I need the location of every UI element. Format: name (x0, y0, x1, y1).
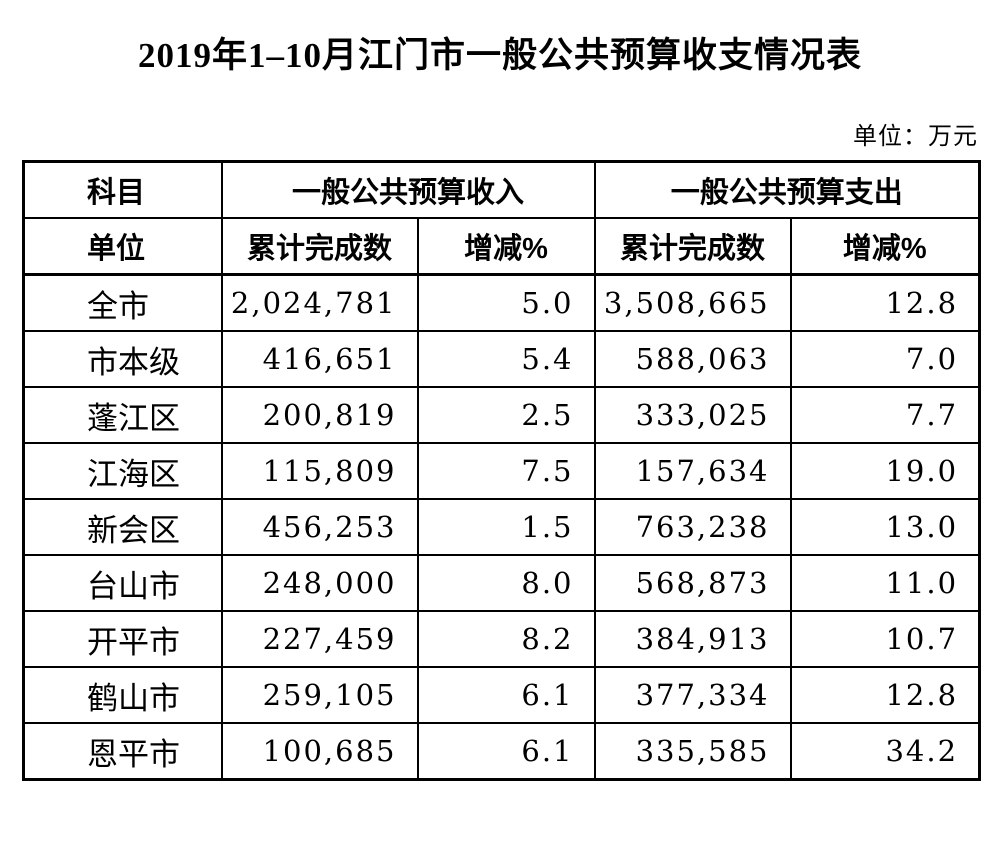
region-name: 江海区 (22, 442, 223, 500)
region-name: 台山市 (22, 554, 223, 612)
region-name: 市本级 (22, 330, 223, 388)
income-change-pct: 2.5 (416, 386, 596, 444)
income-completed: 259,105 (220, 666, 419, 724)
region-name: 蓬江区 (22, 386, 223, 444)
region-name: 恩平市 (22, 722, 223, 781)
region-name: 开平市 (22, 610, 223, 668)
income-change-pct: 1.5 (416, 498, 596, 556)
table-row: 鹤山市 259,105 6.1 377,334 12.8 (22, 666, 981, 724)
header-group-row: 科目 一般公共预算收入 一般公共预算支出 (22, 160, 981, 219)
income-completed: 227,459 (220, 610, 419, 668)
expense-completed: 763,238 (593, 498, 792, 556)
expense-completed: 377,334 (593, 666, 792, 724)
header-income-completed: 累计完成数 (220, 217, 419, 276)
expense-completed: 3,508,665 (593, 273, 792, 332)
table-row: 台山市 248,000 8.0 568,873 11.0 (22, 554, 981, 612)
table-row: 新会区 456,253 1.5 763,238 13.0 (22, 498, 981, 556)
income-completed: 248,000 (220, 554, 419, 612)
region-name: 全市 (22, 273, 223, 332)
income-completed: 456,253 (220, 498, 419, 556)
income-change-pct: 8.2 (416, 610, 596, 668)
expense-change-pct: 34.2 (789, 722, 981, 781)
expense-change-pct: 10.7 (789, 610, 981, 668)
income-change-pct: 7.5 (416, 442, 596, 500)
income-change-pct: 5.0 (416, 273, 596, 332)
table-row: 江海区 115,809 7.5 157,634 19.0 (22, 442, 981, 500)
expense-change-pct: 11.0 (789, 554, 981, 612)
expense-completed: 588,063 (593, 330, 792, 388)
header-subject: 科目 (22, 160, 223, 219)
table-body: 全市 2,024,781 5.0 3,508,665 12.8 市本级 416,… (22, 273, 981, 781)
budget-table: 科目 一般公共预算收入 一般公共预算支出 单位 累计完成数 增减% 累计完成数 … (22, 160, 982, 781)
header-expense-completed: 累计完成数 (593, 217, 792, 276)
income-change-pct: 6.1 (416, 666, 596, 724)
budget-report-page: 2019年1–10月江门市一般公共预算收支情况表 单位：万元 科目 一般公共预算… (0, 27, 1000, 843)
header-expense-change: 增减% (789, 217, 981, 276)
header-income-change: 增减% (416, 217, 596, 276)
expense-change-pct: 12.8 (789, 666, 981, 724)
income-change-pct: 6.1 (416, 722, 596, 781)
income-change-pct: 8.0 (416, 554, 596, 612)
expense-completed: 384,913 (593, 610, 792, 668)
income-change-pct: 5.4 (416, 330, 596, 388)
expense-completed: 568,873 (593, 554, 792, 612)
unit-note: 单位：万元 (853, 124, 978, 150)
income-completed: 100,685 (220, 722, 419, 781)
table-row: 恩平市 100,685 6.1 335,585 34.2 (22, 722, 981, 781)
table-container: 单位：万元 科目 一般公共预算收入 一般公共预算支出 单位 累计完成数 增减% (22, 116, 982, 781)
expense-change-pct: 19.0 (789, 442, 981, 500)
table-row: 蓬江区 200,819 2.5 333,025 7.7 (22, 386, 981, 444)
expense-completed: 157,634 (593, 442, 792, 500)
region-name: 鹤山市 (22, 666, 223, 724)
expense-completed: 335,585 (593, 722, 792, 781)
page-title: 2019年1–10月江门市一般公共预算收支情况表 (137, 36, 862, 75)
table-header: 科目 一般公共预算收入 一般公共预算支出 单位 累计完成数 增减% 累计完成数 … (22, 160, 981, 276)
header-expense-group: 一般公共预算支出 (593, 160, 981, 219)
region-name: 新会区 (22, 498, 223, 556)
header-sub-row: 单位 累计完成数 增减% 累计完成数 增减% (22, 217, 981, 276)
expense-change-pct: 7.0 (789, 330, 981, 388)
income-completed: 2,024,781 (220, 273, 419, 332)
income-completed: 416,651 (220, 330, 419, 388)
expense-change-pct: 13.0 (789, 498, 981, 556)
expense-change-pct: 12.8 (789, 273, 981, 332)
header-unit: 单位 (22, 217, 223, 276)
header-income-group: 一般公共预算收入 (220, 160, 596, 219)
table-row: 市本级 416,651 5.4 588,063 7.0 (22, 330, 981, 388)
table-row: 全市 2,024,781 5.0 3,508,665 12.8 (22, 273, 981, 332)
expense-completed: 333,025 (593, 386, 792, 444)
income-completed: 200,819 (220, 386, 419, 444)
income-completed: 115,809 (220, 442, 419, 500)
expense-change-pct: 7.7 (789, 386, 981, 444)
table-row: 开平市 227,459 8.2 384,913 10.7 (22, 610, 981, 668)
